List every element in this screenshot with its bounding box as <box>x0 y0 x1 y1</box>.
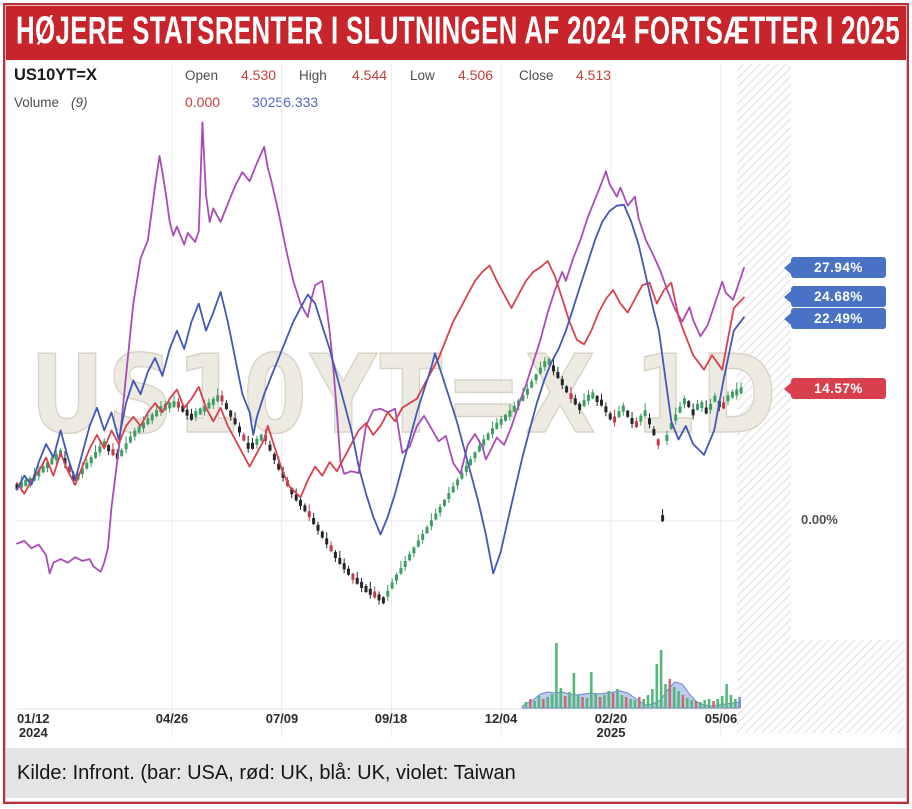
open-value: 4.530 <box>241 67 277 83</box>
line-series-red <box>16 260 745 499</box>
future-hatch-price <box>737 64 791 640</box>
volume-value-red: 0.000 <box>185 94 221 110</box>
caption-bar: Kilde: Infront. (bar: USA, rød: UK, blå:… <box>5 748 907 798</box>
close-value: 4.513 <box>576 67 612 83</box>
high-value: 4.544 <box>352 67 388 83</box>
volume-period: (9) <box>71 95 88 110</box>
headline-title: HØJERE STATSRENTER I SLUTNINGEN AF 2024 … <box>16 9 901 53</box>
low-label: Low <box>410 68 435 83</box>
open-label: Open <box>185 68 219 83</box>
line-series-blue <box>16 203 745 575</box>
watermark-text: US10YT=X 1D <box>30 333 780 458</box>
volume-label: Volume <box>14 95 60 110</box>
line-series-violet <box>16 121 745 575</box>
future-hatch-volume <box>737 640 905 733</box>
low-value: 4.506 <box>458 67 494 83</box>
high-label: High <box>299 68 327 83</box>
close-label: Close <box>519 68 554 83</box>
volume-bars <box>524 643 741 708</box>
symbol-label: US10YT=X <box>14 66 97 84</box>
volume-value-blue: 30256.333 <box>252 94 319 110</box>
headline-banner: HØJERE STATSRENTER I SLUTNINGEN AF 2024 … <box>3 3 909 60</box>
caption-text: Kilde: Infront. (bar: USA, rød: UK, blå:… <box>17 761 516 784</box>
